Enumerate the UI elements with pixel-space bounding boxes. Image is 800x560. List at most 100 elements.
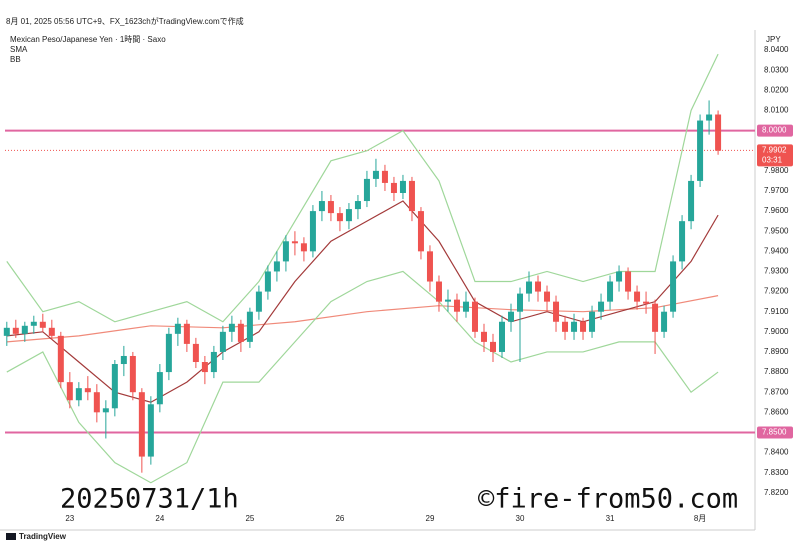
indicator-line	[6, 270, 719, 484]
x-tick-label: 8月	[694, 514, 706, 523]
indicator-bb: BB	[10, 55, 21, 64]
y-tick-label: 7.9700	[764, 186, 789, 195]
candle-body	[21, 325, 28, 334]
y-tick-label: 8.0300	[764, 65, 789, 74]
candle-body	[426, 251, 433, 282]
y-tick-label: 8.0100	[764, 106, 789, 115]
candle-body	[517, 293, 524, 312]
candle-body	[3, 327, 10, 336]
annotation: 20250731/1h	[60, 484, 239, 515]
y-tick-label: 7.8800	[764, 367, 789, 376]
symbol-title: Mexican Peso/Japanese Yen · 1時間 · Saxo	[10, 35, 166, 44]
level-label: 8.0000	[762, 126, 787, 135]
candle-body	[165, 333, 172, 373]
indicator-line	[6, 295, 719, 343]
candle-body	[489, 341, 496, 352]
logo	[6, 533, 16, 540]
candle-body	[498, 321, 505, 352]
x-tick-label: 23	[65, 514, 74, 523]
countdown: 03:31	[762, 155, 783, 164]
indicator-line	[6, 200, 719, 403]
candle-body	[84, 388, 91, 393]
candle-body	[12, 327, 19, 334]
x-tick-label: 31	[606, 514, 615, 523]
candle-body	[679, 221, 686, 262]
candle-body	[174, 323, 181, 334]
candle-body	[273, 261, 280, 272]
y-tick-label: 7.8200	[764, 488, 789, 497]
candle-body	[715, 114, 722, 151]
last-price-tag	[757, 144, 793, 167]
candle-body	[417, 211, 424, 252]
candle-body	[390, 182, 397, 193]
candle-body	[48, 327, 55, 336]
x-tick-label: 29	[426, 514, 435, 523]
candle-body	[589, 311, 596, 332]
candle-body	[111, 364, 118, 409]
y-tick-label: 7.9300	[764, 267, 789, 276]
candle-body	[264, 271, 271, 292]
candle-body	[318, 201, 325, 212]
y-tick-label: 7.9600	[764, 206, 789, 215]
candle-body	[228, 323, 235, 332]
candle-body	[354, 201, 361, 210]
candle-body	[372, 170, 379, 179]
y-tick-label: 7.8300	[764, 468, 789, 477]
indicator-sma: SMA	[10, 45, 28, 54]
candle-body	[201, 362, 208, 373]
candle-body	[508, 311, 515, 322]
candle-body	[670, 261, 677, 312]
candle-body	[102, 408, 109, 413]
y-tick-label: 7.9400	[764, 246, 789, 255]
x-tick-label: 24	[155, 514, 164, 523]
candle-body	[93, 392, 100, 413]
candle-body	[598, 301, 605, 312]
candle-body	[697, 120, 704, 181]
y-tick-label: 7.8700	[764, 387, 789, 396]
candle-body	[381, 170, 388, 183]
candle-body	[138, 392, 145, 457]
candle-body	[120, 355, 127, 365]
currency: JPY	[766, 35, 781, 44]
candle-body	[535, 281, 542, 292]
annotation: ©fire-from50.com	[478, 484, 738, 515]
footer: TradingView	[19, 532, 67, 541]
candle-body	[309, 211, 316, 252]
plot	[3, 53, 755, 484]
candle-body	[399, 180, 406, 193]
y-tick-label: 7.9200	[764, 287, 789, 296]
x-tick-label: 25	[245, 514, 254, 523]
candle-body	[471, 301, 478, 332]
level-tag	[757, 124, 793, 137]
candle-body	[39, 321, 46, 328]
candle-body	[408, 180, 415, 212]
candle-body	[544, 291, 551, 302]
y-tick-label: 7.9000	[764, 327, 789, 336]
candle-body	[147, 404, 154, 457]
candle-body	[192, 343, 199, 363]
candle-body	[30, 321, 37, 326]
candle-body	[246, 311, 253, 342]
candle-body	[435, 281, 442, 302]
candle-body	[580, 321, 587, 332]
candle-body	[363, 178, 370, 202]
candle-body	[336, 213, 343, 222]
candle-body	[453, 299, 460, 312]
candle-body	[625, 271, 632, 292]
y-tick-label: 8.0400	[764, 45, 789, 54]
caption: 8月 01, 2025 05:56 UTC+9、FX_1623chがTradin…	[6, 16, 244, 26]
candle-body	[129, 355, 136, 393]
y-tick-label: 8.0200	[764, 85, 789, 94]
candle-body	[607, 281, 614, 302]
indicator-line	[6, 53, 719, 323]
candle-body	[462, 301, 469, 312]
candle-body	[156, 372, 163, 405]
x-tick-label: 26	[335, 514, 344, 523]
candle-body	[57, 335, 64, 383]
candle-body	[282, 241, 289, 262]
level-tag	[757, 426, 793, 439]
last-price-label: 7.9902	[762, 145, 787, 154]
candle-body	[706, 114, 713, 121]
candle-body	[688, 180, 695, 222]
